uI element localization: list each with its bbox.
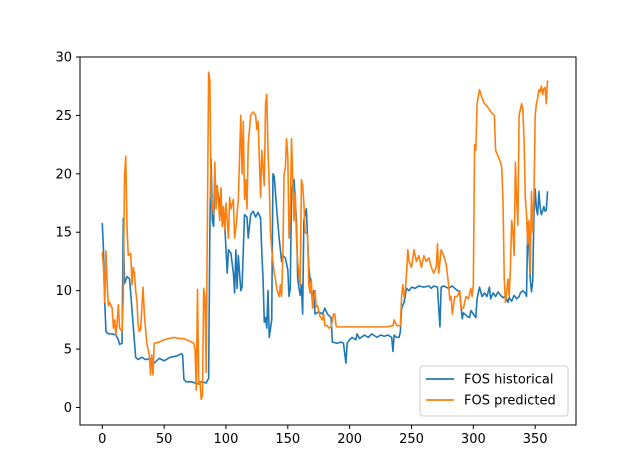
y-tick-label: 15 (55, 226, 72, 241)
x-tick-label: 0 (98, 432, 106, 447)
legend-label: FOS historical (464, 373, 553, 388)
x-tick-label: 250 (399, 432, 424, 447)
y-tick-label: 5 (64, 343, 72, 358)
x-tick-label: 200 (337, 432, 362, 447)
y-tick-label: 30 (55, 51, 72, 66)
x-tick-label: 300 (461, 432, 486, 447)
y-tick-label: 25 (55, 109, 72, 124)
series-line-historical (101, 157, 549, 385)
y-tick-label: 0 (64, 401, 72, 416)
x-tick-label: 350 (523, 432, 548, 447)
y-tick-label: 10 (55, 284, 72, 299)
x-tick-label: 50 (156, 432, 173, 447)
plot-frame (79, 56, 577, 426)
x-tick-label: 100 (214, 432, 239, 447)
y-tick-label: 20 (55, 167, 72, 182)
legend-box (419, 365, 569, 417)
series-line-predicted (101, 71, 549, 401)
x-tick-label: 150 (275, 432, 300, 447)
legend-label: FOS predicted (464, 394, 556, 409)
